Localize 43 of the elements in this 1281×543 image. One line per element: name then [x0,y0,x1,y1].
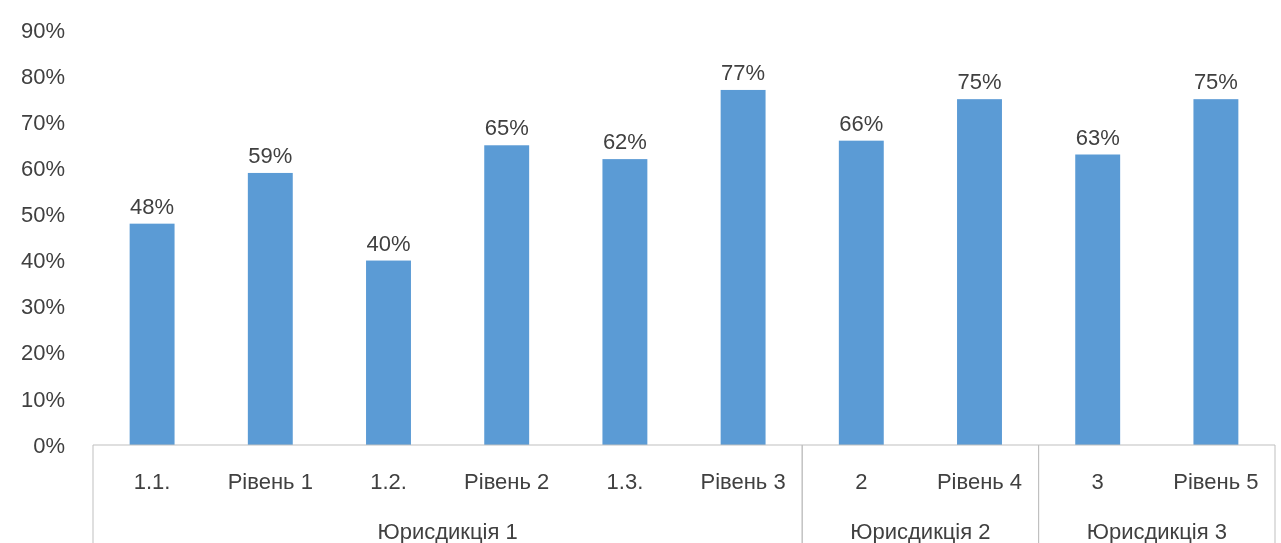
text: Юрисдикція 3 [1086,518,1227,543]
data-label: 63% [1075,124,1120,150]
y-tick-label: 80% [20,63,65,89]
text: Юрисдикція 2 [850,518,991,543]
bar [602,159,648,445]
x-tick-label: 1.1. [133,468,171,494]
x-tick-label: Рівень 1 [227,468,313,494]
y-tick-label: 50% [20,202,65,228]
data-label: 48% [130,193,175,219]
y-tick-label: 90% [20,17,65,43]
y-tick-label: 70% [20,109,65,135]
text: Юрисдикція 1 [377,518,518,543]
data-label: 75% [1193,69,1238,95]
y-tick-label: 60% [20,156,65,182]
data-label: 65% [484,115,529,141]
x-tick-label: 1.3. [606,468,644,494]
data-label: 77% [721,59,766,85]
bar [957,99,1002,445]
x-tick-label: Рівень 5 [1173,468,1259,494]
bar [1193,99,1239,445]
y-tick-label: 40% [20,248,65,274]
bar [720,89,766,445]
y-tick-label: 0% [33,432,65,458]
bar [484,145,530,445]
data-label: 66% [839,110,884,136]
y-tick-label: 10% [20,386,65,412]
x-tick-label: 3 [1091,468,1104,494]
x-tick-label: 2 [855,468,868,494]
data-label: 62% [602,129,647,155]
data-label: 40% [366,230,411,256]
x-tick-label: Рівень 3 [700,468,786,494]
y-tick-label: 30% [20,294,65,320]
y-tick-label: 20% [20,340,65,366]
bar [247,172,293,445]
x-tick-label: 1.2. [370,468,407,494]
bar [838,140,884,445]
x-tick-label: Рівень 4 [936,468,1023,494]
bar [366,260,411,445]
data-label: 75% [957,69,1002,95]
bar [1075,154,1121,445]
x-tick-label: Рівень 2 [464,468,550,494]
bar [129,223,175,445]
data-label: 59% [248,142,293,168]
